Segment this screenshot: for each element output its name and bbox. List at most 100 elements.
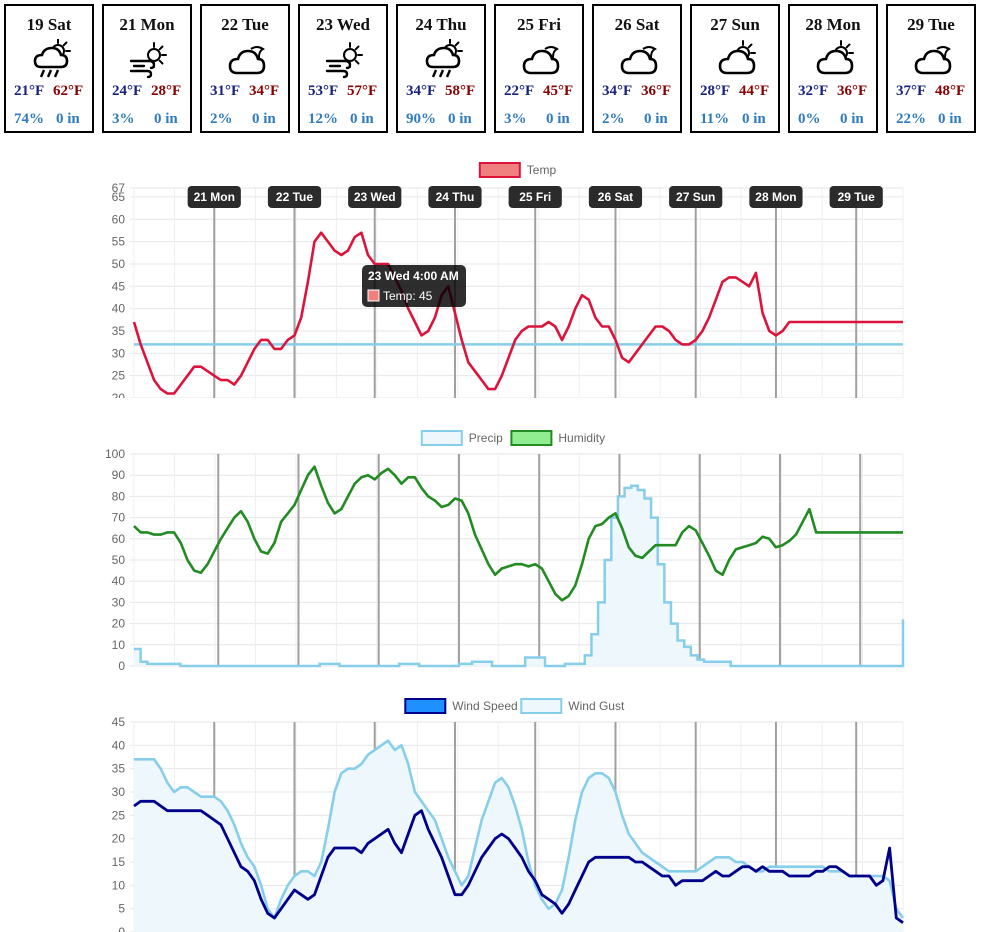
humidity-series-line <box>133 465 903 602</box>
y-tick-label: 40 <box>112 738 126 752</box>
day-marker-badge <box>588 186 643 208</box>
day-name: 23 Wed <box>315 15 370 34</box>
y-tick-label: 40 <box>112 302 126 316</box>
legend-swatch <box>520 698 563 714</box>
y-tick-label: 20 <box>112 391 126 398</box>
day-marker-label: 23 Wed <box>354 190 396 204</box>
low-temp: 24°F <box>112 83 143 99</box>
day-marker-badge <box>508 186 562 208</box>
day-marker-badge <box>829 186 883 208</box>
gust-area <box>134 740 903 932</box>
day-card: 24 Thu 34°F 58°F 90% 0 in <box>396 4 486 133</box>
cloud-sun-icon <box>718 40 756 75</box>
y-tick-label: 35 <box>112 762 126 776</box>
precip-chance: 3% <box>504 111 527 127</box>
day-marker-label: 21 Mon <box>194 190 235 204</box>
day-name: 28 Mon <box>805 15 861 34</box>
low-temp: 21°F <box>14 83 45 99</box>
legend-label: Temp <box>527 163 557 177</box>
legend-label: Precip <box>469 431 503 445</box>
precip-chance: 2% <box>210 111 233 127</box>
day-name: 21 Mon <box>119 15 175 34</box>
precip-amount: 0 in <box>644 111 668 127</box>
y-tick-label: 25 <box>112 808 126 822</box>
y-tick-label: 30 <box>112 595 126 609</box>
y-tick-label: 20 <box>112 832 126 846</box>
high-temp: 58°F <box>445 83 476 99</box>
tooltip-swatch <box>367 289 380 302</box>
high-temp: 28°F <box>151 83 182 99</box>
y-tick-label: 0 <box>118 659 125 673</box>
y-tick-label: 10 <box>112 638 126 652</box>
day-marker-label: 28 Mon <box>755 190 796 204</box>
high-temp: 62°F <box>53 83 84 99</box>
cloud-sun-icon <box>816 40 854 75</box>
precip-amount: 0 in <box>252 111 276 127</box>
y-tick-label: 45 <box>112 279 126 293</box>
y-tick-label: 100 <box>105 447 125 461</box>
day-marker-label: 22 Tue <box>276 190 313 204</box>
day-marker-label: 27 Sun <box>676 190 715 204</box>
low-temp: 28°F <box>700 83 731 99</box>
day-name: 19 Sat <box>26 15 72 34</box>
precip-chance: 0% <box>798 111 821 127</box>
legend-label: Humidity <box>558 431 605 445</box>
y-tick-label: 15 <box>112 855 126 869</box>
day-card: 26 Sat 34°F 36°F 2% 0 in <box>592 4 682 133</box>
cloud-moon-icon <box>914 46 952 75</box>
y-tick-label: 20 <box>112 617 126 631</box>
precip-amount: 0 in <box>938 111 962 127</box>
day-card: 27 Sun 28°F 44°F 11% 0 in <box>690 4 780 133</box>
day-marker-badge <box>267 186 322 208</box>
day-marker-label: 25 Fri <box>519 190 551 204</box>
day-marker-label: 24 Thu <box>436 190 475 204</box>
precip-chance: 11% <box>700 111 730 127</box>
y-tick-label: 65 <box>112 190 126 204</box>
day-name: 24 Thu <box>415 15 467 34</box>
y-tick-label: 35 <box>112 324 126 338</box>
precip-amount: 0 in <box>154 111 178 127</box>
day-card: 29 Tue 37°F 48°F 22% 0 in <box>886 4 976 133</box>
low-temp: 34°F <box>406 83 437 99</box>
legend-label: Wind Speed <box>452 699 517 713</box>
day-marker-label: 26 Sat <box>598 190 633 204</box>
y-tick-label: 50 <box>112 257 126 271</box>
y-tick-label: 60 <box>112 212 126 226</box>
precip-chance: 2% <box>602 111 625 127</box>
high-temp: 57°F <box>347 83 378 99</box>
day-marker-badge <box>749 186 803 208</box>
wind-sun-icon <box>129 42 167 79</box>
day-marker-badge <box>348 186 402 208</box>
day-marker-badge <box>187 186 241 208</box>
precip-amount: 0 in <box>56 111 80 127</box>
low-temp: 22°F <box>504 83 535 99</box>
speed-series-line <box>133 799 904 924</box>
precip-amount: 0 in <box>350 111 374 127</box>
tooltip-label: Temp: 45 <box>383 289 433 303</box>
day-card: 22 Tue 31°F 34°F 2% 0 in <box>200 4 290 133</box>
wind-sun-icon <box>325 42 363 79</box>
precip-amount: 0 in <box>840 111 864 127</box>
gust-series-line <box>134 739 905 920</box>
y-tick-label: 30 <box>112 346 126 360</box>
low-temp: 34°F <box>602 83 633 99</box>
day-card: 19 Sat 21°F 62°F 74% 0 in <box>4 4 94 133</box>
legend-swatch <box>404 698 447 714</box>
high-temp: 34°F <box>249 83 280 99</box>
precip-series-line <box>134 484 905 668</box>
y-tick-label: 90 <box>112 468 126 482</box>
precip-chance: 22% <box>896 111 926 127</box>
high-temp: 44°F <box>739 83 770 99</box>
y-tick-label: 60 <box>112 532 126 546</box>
y-tick-label: 40 <box>112 574 126 588</box>
precip-amount: 0 in <box>546 111 570 127</box>
y-tick-label: 25 <box>112 369 126 383</box>
low-temp: 53°F <box>308 83 339 99</box>
cloud-moon-icon <box>522 46 560 75</box>
day-name: 27 Sun <box>710 15 760 34</box>
day-card: 23 Wed 53°F 57°F 12% 0 in <box>298 4 388 133</box>
y-tick-label: 30 <box>112 785 126 799</box>
day-card: 21 Mon 24°F 28°F 3% 0 in <box>102 4 192 133</box>
day-marker-badge <box>669 186 723 208</box>
precip-humidity-chart: Precip Humidity 0 10 20 30 40 50 60 70 80 90 100 <box>105 430 905 673</box>
